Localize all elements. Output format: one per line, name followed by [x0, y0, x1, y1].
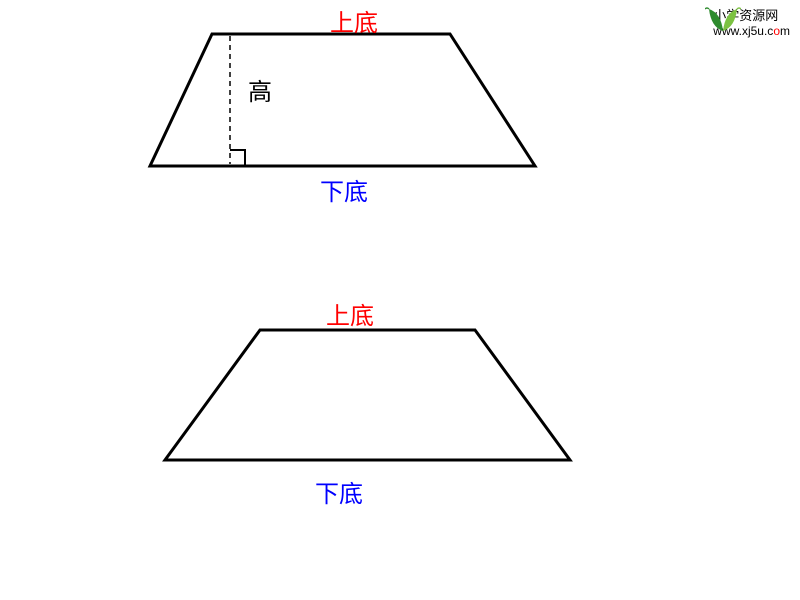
trapezoid2-top-label: 上底 [326, 296, 374, 331]
trapezoid1-top-label: 上底 [330, 3, 378, 38]
trapezoid1-bottom-label: 下底 [320, 172, 368, 207]
diagram-canvas [0, 0, 800, 600]
trapezoid1-height-label: 高 [248, 72, 272, 107]
site-logo: 小学资源网 www.xj5u.com [705, 5, 790, 38]
trapezoid2-bottom-label: 下底 [315, 474, 363, 509]
